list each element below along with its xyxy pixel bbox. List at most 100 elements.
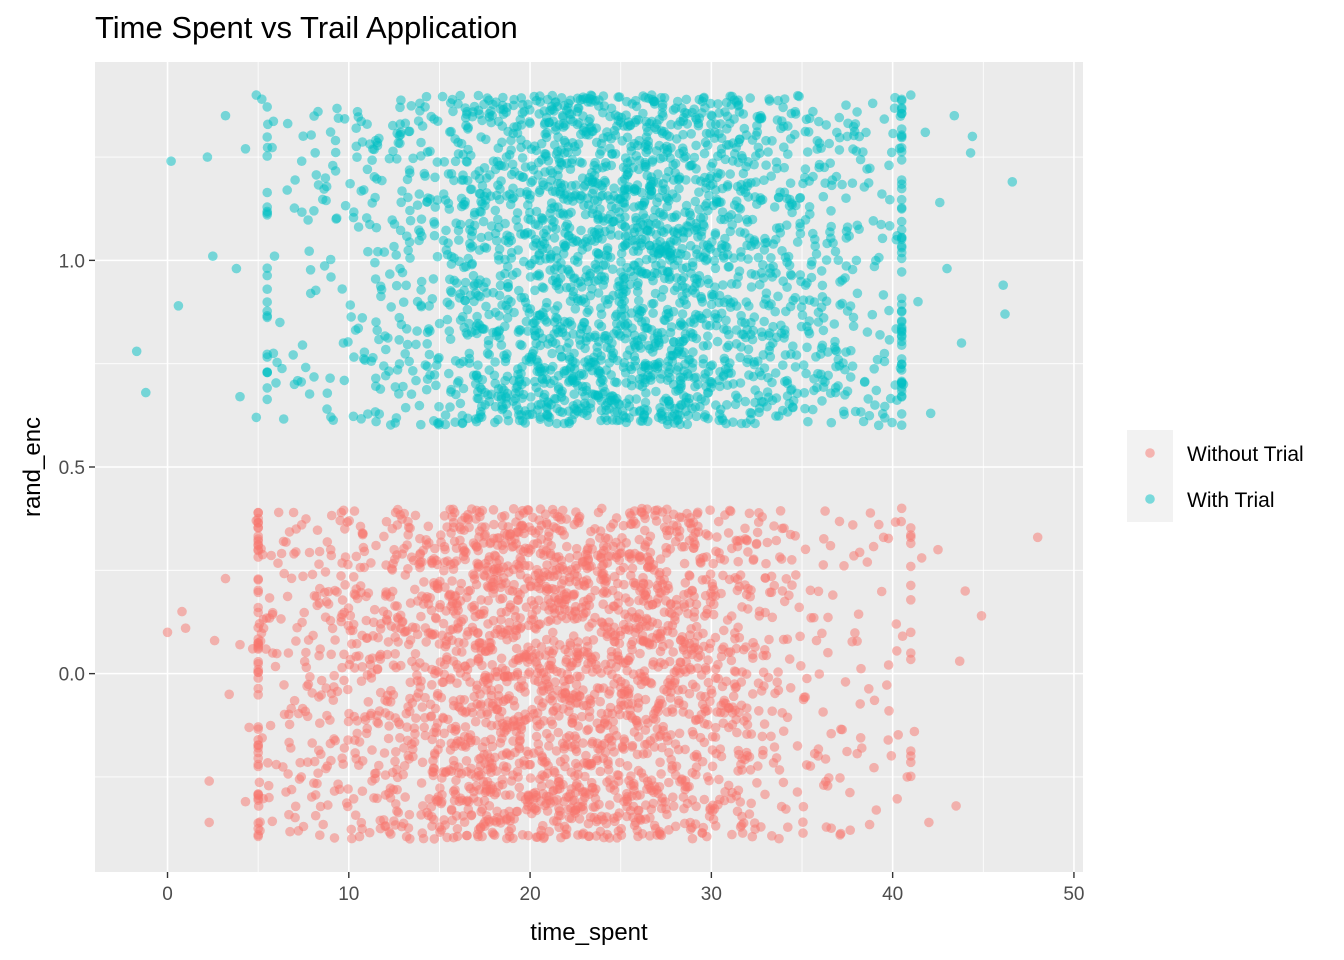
point-without-trial — [440, 557, 450, 567]
point-without-trial — [520, 651, 530, 661]
point-without-trial — [771, 535, 782, 546]
point-with-trial — [896, 216, 907, 227]
point-without-trial — [852, 636, 862, 646]
point-with-trial — [429, 230, 440, 241]
point-without-trial — [254, 777, 265, 788]
point-with-trial — [298, 131, 309, 141]
point-without-trial — [710, 664, 721, 674]
point-with-trial — [774, 222, 785, 233]
point-without-trial — [558, 704, 568, 714]
point-with-trial — [463, 413, 473, 424]
point-without-trial — [585, 812, 596, 822]
point-without-trial — [634, 609, 645, 619]
point-with-trial — [445, 402, 455, 412]
point-without-trial — [348, 625, 358, 636]
point-without-trial — [363, 588, 374, 598]
point-without-trial — [314, 650, 324, 661]
point-without-trial — [279, 680, 289, 690]
point-with-trial — [173, 301, 184, 311]
point-without-trial — [787, 580, 797, 590]
point-without-trial — [342, 517, 353, 527]
point-with-trial — [594, 319, 604, 329]
point-without-trial — [417, 702, 428, 712]
point-without-trial — [541, 581, 551, 592]
point-without-trial — [415, 533, 425, 544]
point-without-trial — [472, 628, 483, 639]
point-without-trial — [583, 658, 593, 669]
point-with-trial — [689, 152, 700, 163]
point-without-trial — [261, 644, 271, 654]
point-with-trial — [609, 407, 620, 417]
point-without-trial — [487, 660, 498, 670]
point-without-trial — [440, 767, 451, 778]
point-without-trial — [336, 507, 347, 518]
point-without-trial — [819, 534, 829, 544]
point-with-trial — [516, 142, 526, 153]
point-without-trial — [626, 780, 636, 790]
point-with-trial — [581, 265, 592, 275]
point-without-trial — [686, 624, 696, 634]
point-with-trial — [304, 389, 315, 399]
point-with-trial — [326, 272, 336, 282]
point-without-trial — [374, 760, 384, 771]
point-without-trial — [420, 730, 431, 741]
point-with-trial — [896, 247, 907, 258]
point-without-trial — [805, 585, 816, 596]
point-with-trial — [806, 260, 817, 270]
point-without-trial — [517, 505, 528, 516]
point-with-trial — [360, 355, 370, 366]
point-without-trial — [702, 831, 712, 842]
point-with-trial — [395, 102, 405, 113]
point-without-trial — [253, 585, 263, 596]
point-without-trial — [525, 581, 536, 591]
point-without-trial — [726, 655, 737, 666]
point-with-trial — [300, 362, 311, 373]
point-without-trial — [825, 540, 836, 551]
point-without-trial — [307, 738, 318, 748]
point-without-trial — [307, 569, 318, 580]
point-with-trial — [548, 361, 558, 372]
point-with-trial — [685, 317, 696, 327]
point-without-trial — [960, 586, 970, 596]
point-without-trial — [709, 804, 720, 814]
point-without-trial — [573, 762, 583, 772]
point-without-trial — [403, 823, 414, 833]
point-without-trial — [295, 757, 306, 768]
point-without-trial — [298, 571, 308, 582]
point-with-trial — [325, 373, 335, 384]
point-with-trial — [484, 365, 495, 375]
point-with-trial — [380, 331, 390, 341]
point-without-trial — [529, 600, 539, 610]
point-without-trial — [512, 766, 523, 777]
point-without-trial — [473, 654, 483, 664]
point-without-trial — [509, 701, 520, 711]
point-without-trial — [767, 831, 777, 841]
point-with-trial — [821, 255, 832, 265]
point-without-trial — [578, 576, 589, 587]
point-without-trial — [553, 727, 564, 738]
point-without-trial — [735, 535, 745, 546]
point-without-trial — [539, 771, 550, 782]
point-without-trial — [374, 706, 385, 716]
point-with-trial — [491, 330, 502, 341]
point-with-trial — [408, 153, 418, 164]
point-without-trial — [500, 694, 511, 705]
point-with-trial — [801, 368, 811, 379]
point-without-trial — [507, 542, 517, 552]
point-with-trial — [680, 359, 690, 370]
point-with-trial — [669, 285, 680, 296]
point-with-trial — [956, 338, 967, 348]
point-without-trial — [339, 649, 349, 660]
point-with-trial — [518, 172, 529, 182]
point-with-trial — [641, 388, 651, 398]
point-without-trial — [337, 753, 348, 763]
point-without-trial — [571, 576, 581, 587]
point-with-trial — [594, 366, 605, 377]
point-without-trial — [538, 571, 549, 582]
data-points — [131, 90, 1043, 844]
point-without-trial — [687, 795, 698, 805]
point-without-trial — [489, 519, 499, 530]
point-with-trial — [742, 240, 752, 251]
point-without-trial — [679, 541, 690, 552]
point-without-trial — [515, 623, 526, 634]
